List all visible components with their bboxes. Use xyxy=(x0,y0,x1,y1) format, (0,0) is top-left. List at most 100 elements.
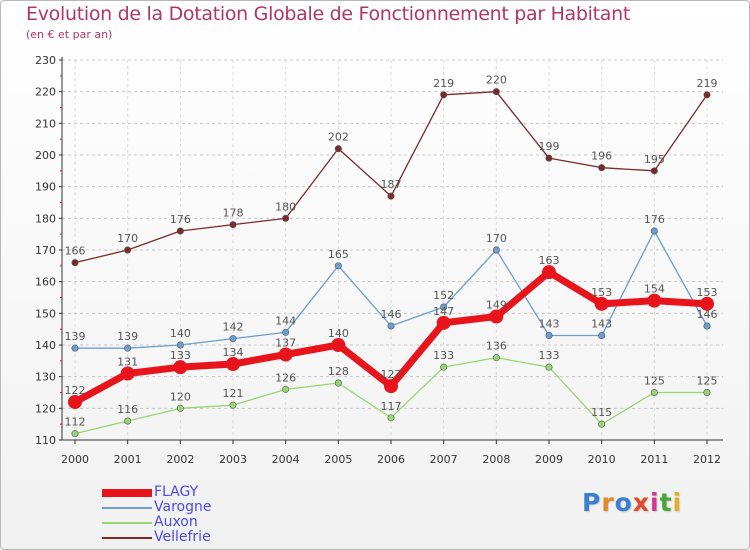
y-tick-label: 120 xyxy=(35,402,56,415)
data-label: 143 xyxy=(539,318,560,331)
data-point xyxy=(594,296,609,311)
axes: 110 120 130 140 150 160 170 180 190 200 210 220 230 2… xyxy=(35,54,723,466)
y-tick-label: 140 xyxy=(35,339,56,352)
x-tick-label: 2007 xyxy=(430,453,458,466)
chart-title: Evolution de la Dotation Globale de Fonc… xyxy=(26,3,631,25)
data-label: 219 xyxy=(697,77,718,90)
data-point xyxy=(120,366,135,381)
data-point xyxy=(650,388,658,396)
data-label: 133 xyxy=(539,349,560,362)
data-point xyxy=(489,309,504,324)
data-point xyxy=(436,315,451,330)
y-tick-label: 210 xyxy=(35,117,56,130)
data-label: 136 xyxy=(486,340,507,353)
y-tick-label: 190 xyxy=(35,181,56,194)
y-tick-label: 230 xyxy=(35,54,56,67)
x-tick-label: 2002 xyxy=(166,453,194,466)
x-tick-label: 2003 xyxy=(219,453,247,466)
data-label: 128 xyxy=(328,365,349,378)
x-tick-label: 2005 xyxy=(324,453,352,466)
data-point xyxy=(440,303,448,311)
legend-label: Varogne xyxy=(154,499,212,515)
data-label: 195 xyxy=(644,153,665,166)
data-label: 220 xyxy=(486,74,507,87)
data-point xyxy=(71,430,79,438)
data-point xyxy=(703,322,711,330)
data-label: 115 xyxy=(591,406,612,419)
data-labels: 166 170 176 178 180 202 187 219 220 199 196 195 219 1… xyxy=(65,74,718,429)
data-point xyxy=(384,379,398,394)
x-tick-label: 2001 xyxy=(114,453,142,466)
data-point xyxy=(226,357,240,371)
x-tick-label: 2006 xyxy=(377,453,405,466)
legend-item-auxon: Auxon xyxy=(102,514,302,530)
data-point xyxy=(282,214,290,222)
data-point xyxy=(545,363,553,371)
logo-letter: o xyxy=(614,488,633,517)
data-point xyxy=(387,414,395,422)
x-tick-label: 2008 xyxy=(482,453,510,466)
data-point xyxy=(703,91,711,99)
data-point xyxy=(71,259,79,267)
data-label: 146 xyxy=(697,308,718,321)
data-label: 117 xyxy=(381,400,402,413)
data-label: 196 xyxy=(591,150,612,163)
data-label: 178 xyxy=(223,207,244,220)
data-point xyxy=(71,344,79,352)
legend-item-vellefrie: Vellefrie xyxy=(102,529,302,545)
proxiti-logo: Proxiti xyxy=(582,488,682,517)
data-point xyxy=(278,347,293,362)
data-point xyxy=(229,221,237,229)
data-point xyxy=(650,227,658,235)
data-point xyxy=(124,344,132,352)
data-label: 153 xyxy=(591,286,612,299)
data-point xyxy=(176,341,184,349)
series-lines xyxy=(68,88,714,438)
chart-subtitle: (en € et par an) xyxy=(26,28,113,41)
data-label: 133 xyxy=(170,349,191,362)
data-label: 170 xyxy=(117,232,138,245)
data-point xyxy=(176,404,184,412)
y-tick-label: 220 xyxy=(35,86,56,99)
data-point xyxy=(492,88,500,96)
data-label: 176 xyxy=(644,213,665,226)
y-tick-label: 150 xyxy=(35,307,56,320)
data-label: 166 xyxy=(65,245,86,258)
data-label: 120 xyxy=(170,390,191,403)
series-line-vellefrie xyxy=(74,91,708,264)
data-point xyxy=(124,417,132,425)
data-point xyxy=(173,360,188,375)
data-point xyxy=(334,262,342,270)
data-point xyxy=(282,385,290,393)
data-label: 202 xyxy=(328,131,349,144)
legend-label: FLAGY xyxy=(154,484,199,500)
data-point xyxy=(334,145,342,153)
data-point xyxy=(387,322,395,330)
logo-letter: x xyxy=(632,488,650,517)
data-label: 142 xyxy=(223,321,244,334)
data-point xyxy=(387,192,395,200)
data-label: 147 xyxy=(433,305,454,318)
data-point xyxy=(229,335,237,343)
data-label: 187 xyxy=(381,178,402,191)
data-label: 134 xyxy=(223,346,244,359)
data-point xyxy=(542,265,556,280)
data-label: 125 xyxy=(697,375,718,388)
legend-swatch xyxy=(102,522,152,524)
data-label: 152 xyxy=(433,289,454,302)
data-label: 146 xyxy=(381,308,402,321)
data-point xyxy=(176,227,184,235)
data-point xyxy=(124,246,132,254)
data-label: 122 xyxy=(65,384,86,397)
data-label: 126 xyxy=(275,371,296,384)
data-label: 180 xyxy=(275,200,296,213)
data-label: 153 xyxy=(697,286,718,299)
logo-letter: r xyxy=(601,488,615,517)
y-tick-label: 130 xyxy=(35,371,56,384)
data-point xyxy=(545,331,553,339)
data-label: 154 xyxy=(644,283,665,296)
logo-letter: i xyxy=(650,488,660,517)
logo-letter: i xyxy=(672,488,683,517)
legend-swatch xyxy=(102,489,152,497)
line-chart: 110 120 130 140 150 160 170 180 190 200 210 220 230 2… xyxy=(35,54,723,466)
